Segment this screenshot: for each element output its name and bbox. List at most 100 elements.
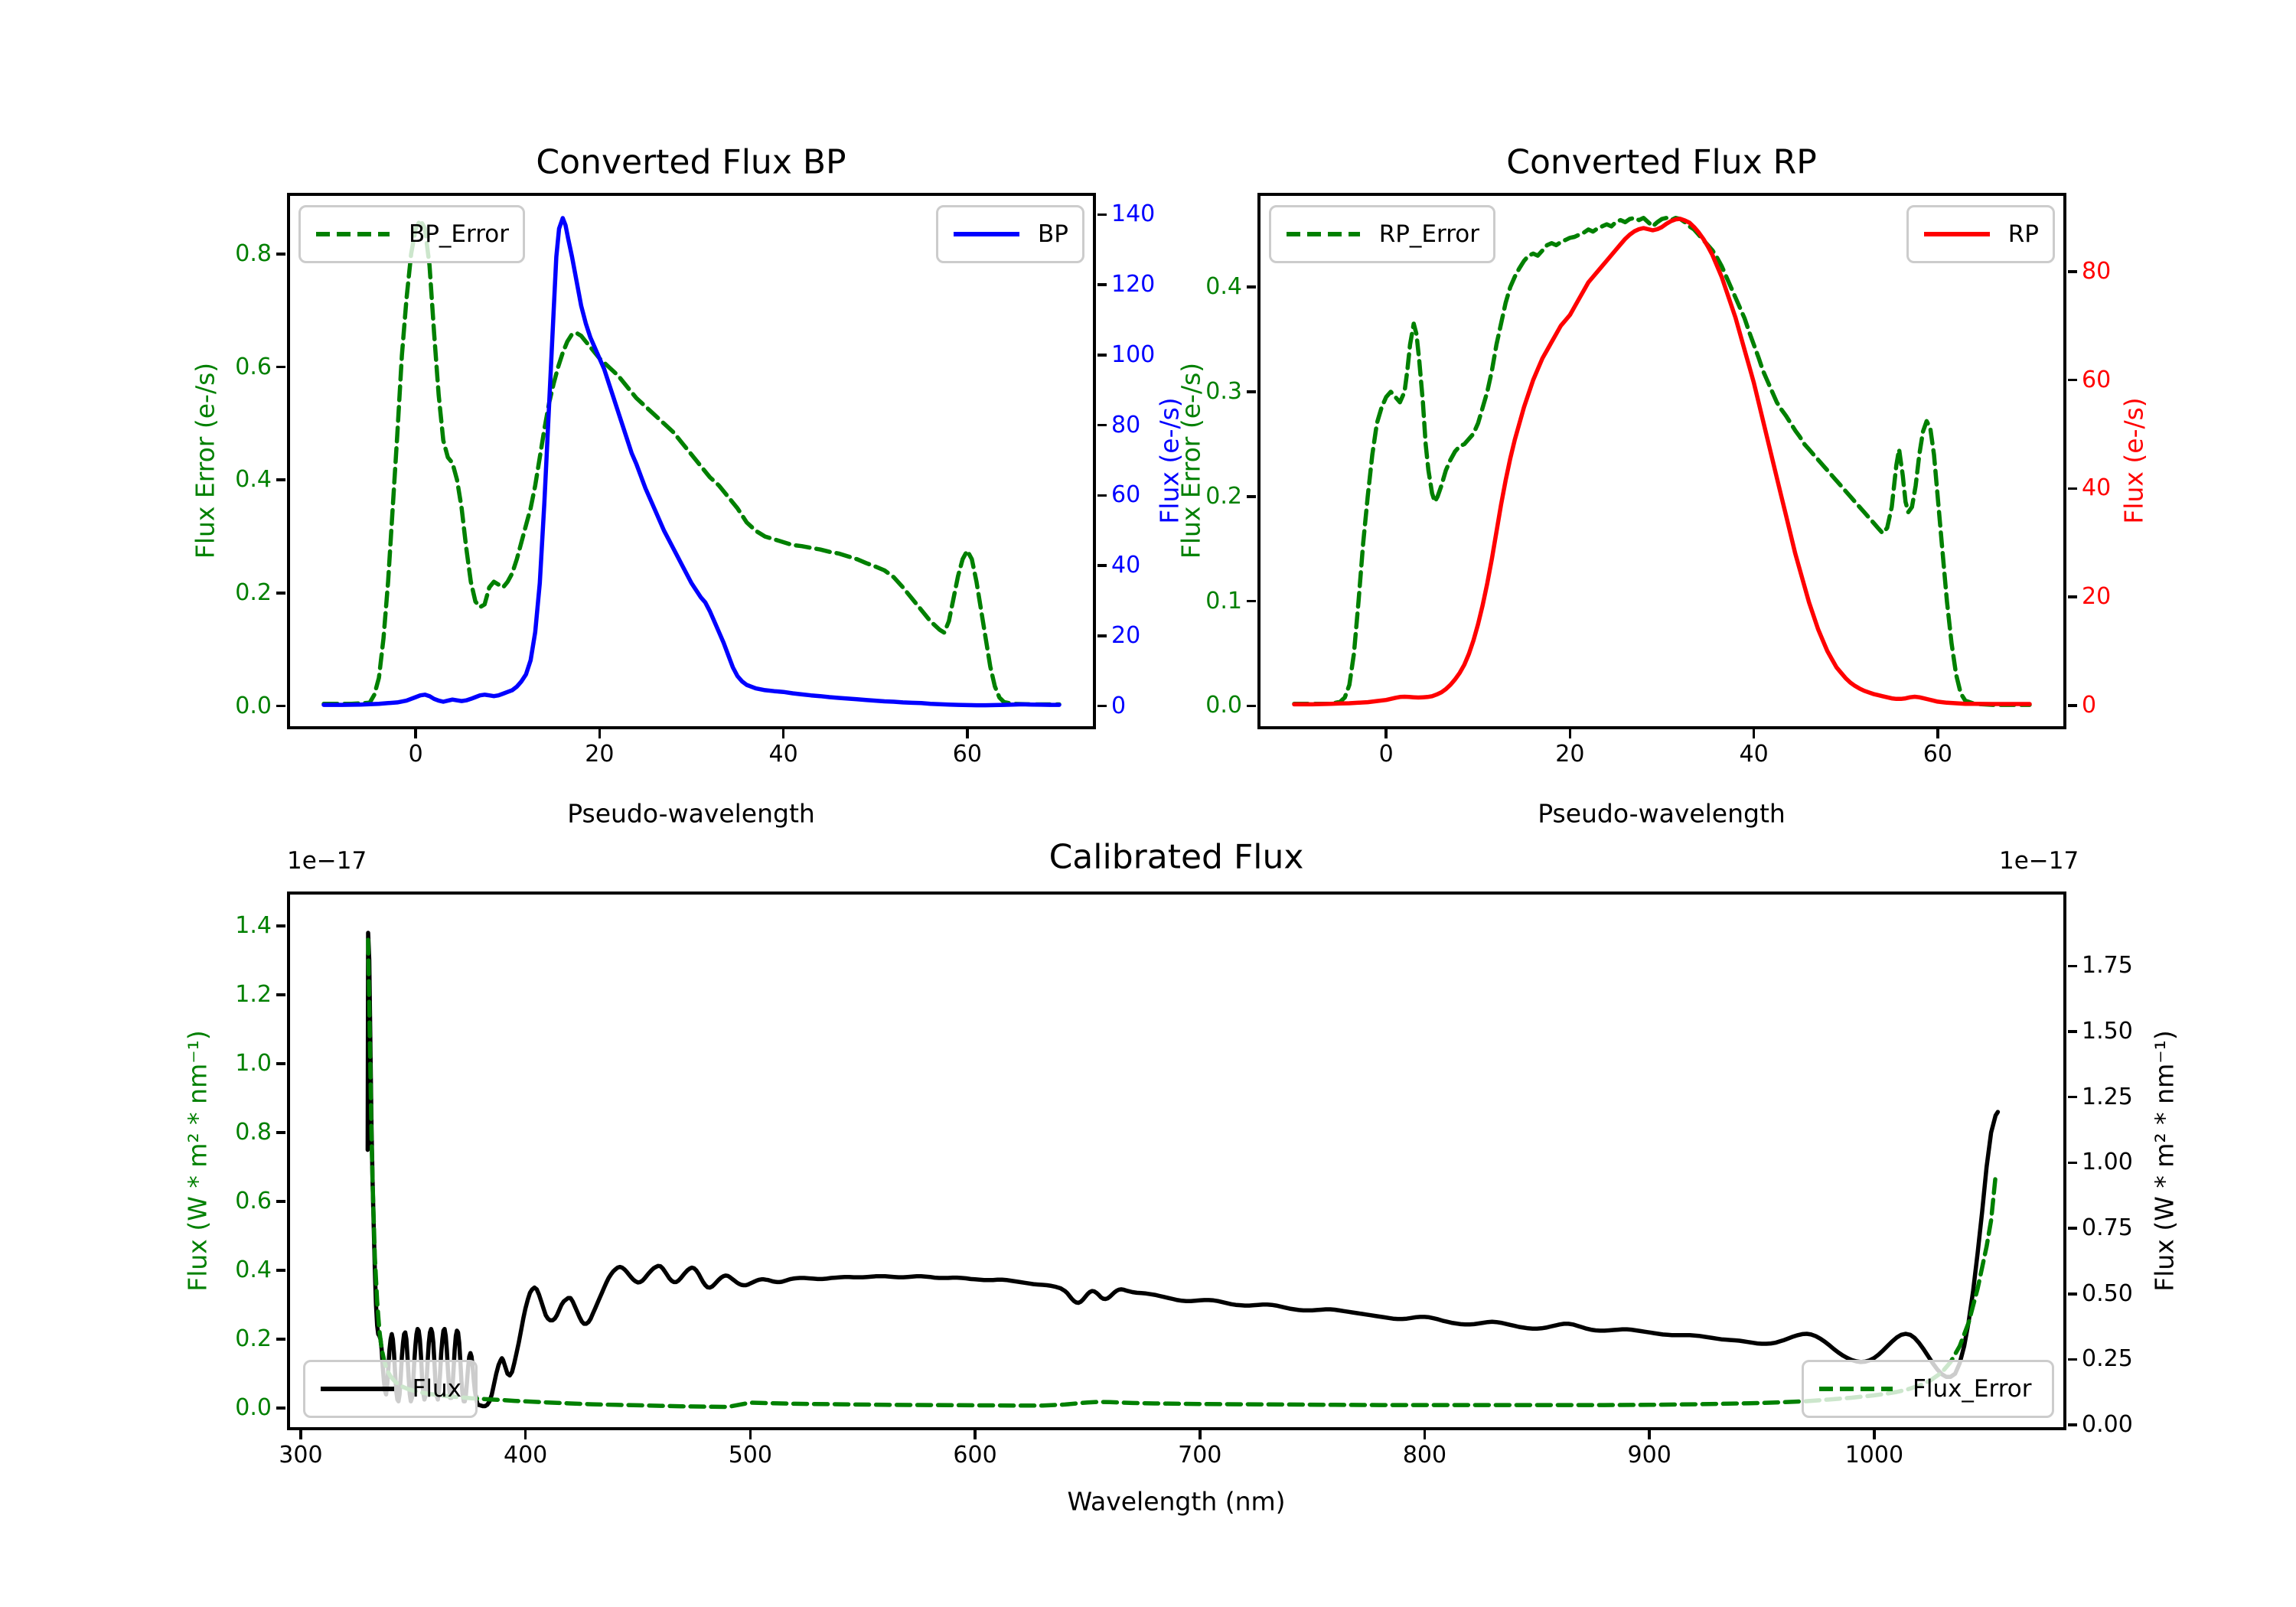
bp-x-tick	[966, 729, 969, 738]
bp-x-tick-label: 20	[585, 741, 615, 768]
cal-yright-tick	[2068, 1030, 2077, 1033]
legend-label: Flux_Error	[1913, 1375, 2032, 1403]
cal-x-tick-label: 600	[953, 1442, 997, 1468]
bp-yright-tick-label: 80	[1111, 411, 1141, 438]
bp-yleft-tick-label: 0.2	[235, 579, 272, 606]
cal-yleft-tick	[276, 1269, 285, 1272]
bp-yright-tick-label: 60	[1111, 481, 1141, 509]
bp-series-BP	[321, 216, 1062, 708]
rp-yleft-tick	[1247, 285, 1256, 288]
rp-x-tick	[1384, 729, 1388, 738]
cal-left-scale-offset: 1e−17	[287, 847, 367, 875]
cal-yright-tick-label: 0.25	[2082, 1345, 2133, 1373]
rp-yright-tick-label: 40	[2082, 474, 2112, 502]
legend-line-sample	[1819, 1387, 1893, 1391]
rp-yright-tick	[2068, 270, 2077, 273]
cal-x-tick-label: 300	[279, 1442, 323, 1468]
rp-x-tick	[1568, 729, 1572, 738]
cal-yright-tick-label: 0.00	[2082, 1411, 2133, 1439]
cal-yleft-tick-label: 1.4	[235, 912, 272, 939]
bp-yright-tick-label: 100	[1111, 341, 1156, 368]
cal-yright-tick-label: 0.75	[2082, 1214, 2133, 1242]
calibrated-plot-area	[287, 892, 2066, 1430]
bp-title: Converted Flux BP	[536, 142, 846, 182]
bp-yright-tick-label: 20	[1111, 621, 1141, 649]
legend-line-sample	[316, 232, 390, 236]
cal-yright-tick	[2068, 1423, 2077, 1426]
cal-right-yaxis-label: Flux (W * m² * nm⁻¹)	[2149, 1030, 2180, 1292]
cal-x-tick	[1199, 1430, 1202, 1439]
legend-label: Flux	[412, 1375, 461, 1403]
bp-x-tick	[414, 729, 417, 738]
rp-yright-tick	[2068, 704, 2077, 707]
cal-x-tick	[748, 1430, 752, 1439]
bp-yleft-tick-label: 0.4	[235, 466, 272, 494]
cal-xaxis-label: Wavelength (nm)	[1067, 1486, 1286, 1517]
rp-yright-tick-label: 80	[2082, 257, 2112, 285]
cal-yright-tick	[2068, 1227, 2077, 1230]
cal-curves	[365, 931, 2001, 1410]
rp-curves	[1292, 216, 2032, 707]
cal-legend-Flux_Error: Flux_Error	[1802, 1360, 2054, 1418]
rp-series-RP	[1292, 217, 2032, 707]
cal-title: Calibrated Flux	[1049, 837, 1304, 877]
rp-yleft-tick	[1247, 495, 1256, 498]
rp-yright-tick-label: 20	[2082, 583, 2112, 611]
cal-series-Flux	[365, 931, 2001, 1409]
bp-yleft-tick	[276, 478, 285, 481]
rp-x-tick	[1752, 729, 1756, 738]
legend-label: BP	[1038, 220, 1068, 248]
bp-yleft-tick	[276, 592, 285, 595]
cal-x-tick	[1423, 1430, 1427, 1439]
bp-series-BP_Error	[321, 217, 1062, 707]
bp-yright-tick	[1097, 213, 1107, 217]
bp-plot-area	[287, 193, 1096, 729]
legend-label: RP_Error	[1378, 220, 1479, 248]
bp-legend-BP_Error: BP_Error	[298, 205, 525, 263]
cal-x-tick-label: 900	[1627, 1442, 1671, 1468]
bp-x-tick-label: 0	[408, 741, 423, 768]
rp-x-tick	[1936, 729, 1939, 738]
legend-line-sample	[1924, 232, 1990, 236]
bp-yright-tick	[1097, 494, 1107, 497]
bp-yleft-tick-label: 0.0	[235, 692, 272, 719]
rp-yleft-tick-label: 0.0	[1205, 692, 1242, 719]
rp-x-tick-label: 40	[1739, 741, 1769, 768]
cal-yleft-tick-label: 0.6	[235, 1188, 272, 1215]
cal-yright-tick-label: 0.50	[2082, 1279, 2133, 1307]
cal-yleft-tick	[276, 924, 285, 927]
legend-line-sample	[1287, 232, 1360, 236]
rp-title: Converted Flux RP	[1506, 142, 1817, 182]
cal-yleft-tick-label: 0.4	[235, 1257, 272, 1284]
bp-xaxis-label: Pseudo-wavelength	[567, 798, 815, 829]
cal-x-tick-label: 700	[1178, 1442, 1222, 1468]
bp-x-tick-label: 60	[952, 741, 982, 768]
bp-yright-tick-label: 120	[1111, 271, 1156, 298]
bp-yright-tick	[1097, 423, 1107, 427]
cal-yright-tick	[2068, 1358, 2077, 1361]
bp-legend-BP: BP	[936, 205, 1084, 263]
cal-x-tick	[299, 1430, 302, 1439]
cal-yright-tick-label: 1.00	[2082, 1149, 2133, 1176]
cal-yleft-tick	[276, 1200, 285, 1203]
cal-yleft-tick-label: 1.2	[235, 981, 272, 1009]
rp-yleft-tick-label: 0.3	[1205, 377, 1242, 405]
cal-x-tick	[1873, 1430, 1876, 1439]
bp-yright-tick	[1097, 564, 1107, 567]
cal-yleft-tick-label: 1.0	[235, 1050, 272, 1077]
cal-x-tick	[523, 1430, 527, 1439]
legend-label: RP	[2007, 220, 2039, 248]
rp-yleft-tick-label: 0.1	[1205, 587, 1242, 614]
bp-x-tick	[598, 729, 602, 738]
bp-yright-tick	[1097, 283, 1107, 286]
rp-plot-area	[1257, 193, 2066, 729]
rp-yleft-tick	[1247, 704, 1256, 708]
rp-legend-RP: RP	[1906, 205, 2055, 263]
cal-x-tick-label: 400	[503, 1442, 548, 1468]
cal-yleft-tick	[276, 1131, 285, 1134]
rp-yright-tick	[2068, 487, 2077, 491]
rp-yleft-tick	[1247, 599, 1256, 603]
cal-yleft-tick	[276, 1407, 285, 1410]
rp-right-yaxis-label: Flux (e-/s)	[2118, 397, 2149, 524]
bp-yright-tick	[1097, 704, 1107, 708]
